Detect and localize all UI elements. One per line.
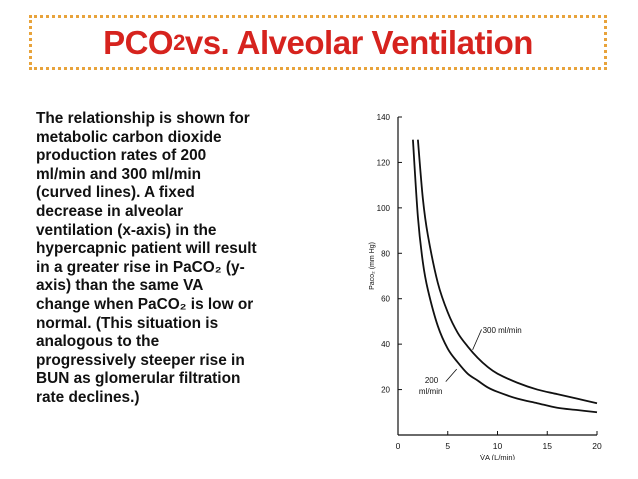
y-tick-label: 100 xyxy=(377,204,391,213)
body-text-line: production rates of 200 xyxy=(36,147,207,165)
body-text-line: change when PaCO₂ is low or xyxy=(36,295,254,313)
x-tick-label: 10 xyxy=(493,441,503,451)
series-label-200-leader xyxy=(445,368,458,382)
y-tick-label: 140 xyxy=(377,113,391,122)
series-label-200-unit: ml/min xyxy=(419,387,443,396)
x-tick-label: 20 xyxy=(592,441,602,451)
x-tick-label: 15 xyxy=(543,441,553,451)
y-tick-label: 60 xyxy=(381,295,390,304)
title-rest: vs. Alveolar Ventilation xyxy=(184,23,534,61)
body-text-line: ml/min and 300 ml/min xyxy=(36,165,202,183)
series-line-300 xyxy=(417,139,598,405)
body-text-line: progressively steeper rise in xyxy=(36,351,245,369)
x-axis-label: V̇A (L/min) xyxy=(480,453,516,460)
body-text-line: BUN as glomerular filtration xyxy=(36,370,241,388)
y-tick-label: 120 xyxy=(377,158,391,167)
series-label-300-leader xyxy=(472,329,482,350)
body-text-line: analogous to the xyxy=(36,333,160,351)
body-text-line: metabolic carbon dioxide xyxy=(36,128,222,146)
series-label-200: 200 xyxy=(425,376,439,385)
y-axis-label: Paco₂ (mm Hg) xyxy=(369,242,376,290)
body-text-line: normal. (This situation is xyxy=(36,314,219,332)
body-text-line: (curved lines). A fixed xyxy=(36,184,195,202)
body-text-line: rate declines.) xyxy=(36,388,140,406)
body-text: The relationship is shown for metabolic c… xyxy=(36,110,336,408)
x-tick-label: 0 xyxy=(396,441,401,451)
y-tick-label: 80 xyxy=(381,249,390,258)
series-line-200 xyxy=(412,139,598,414)
body-text-line: ventilation (x-axis) in the xyxy=(36,221,217,239)
series-label-300: 300 ml/min xyxy=(483,326,522,335)
x-tick-label: 5 xyxy=(445,441,450,451)
y-tick-label: 40 xyxy=(381,340,390,349)
body-text-line: hypercapnic patient will result xyxy=(36,240,257,258)
body-text-line: decrease in alveolar xyxy=(36,202,184,220)
body-text-line: The relationship is shown for xyxy=(36,110,250,127)
slide-title: PCO 2 vs. Alveolar Ventilation xyxy=(103,23,534,61)
body-text-line: axis) than the same VA xyxy=(36,277,204,295)
title-frame xyxy=(29,15,607,70)
y-tick-label: 20 xyxy=(381,386,390,395)
pco2-chart: 20 40 60 80 100 120 140 0 5 10 15 20 V̇A (L/min) Paco… xyxy=(369,113,602,460)
title-main: PCO xyxy=(103,23,174,61)
body-text-line: in a greater rise in PaCO₂ (y- xyxy=(36,258,245,276)
